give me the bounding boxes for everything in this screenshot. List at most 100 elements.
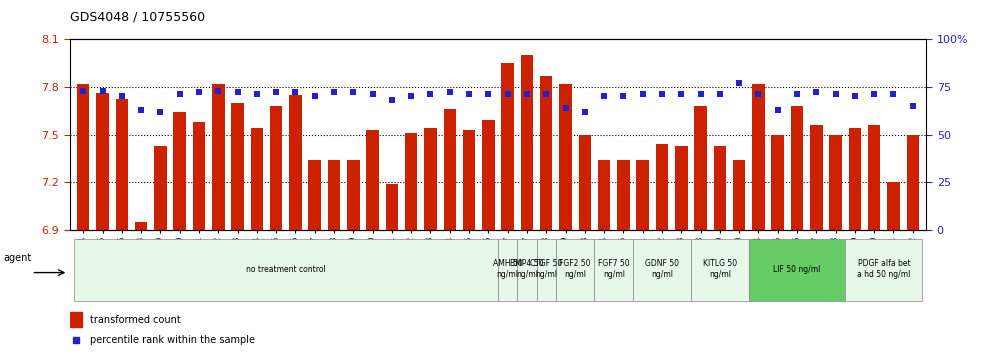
Text: FGF2 50
ng/ml: FGF2 50 ng/ml (560, 259, 591, 279)
Point (326, 90, 342, 95)
Point (809, 90, 825, 95)
Bar (675, 145, 687, 230)
Bar (97, 93, 109, 230)
Bar (618, 160, 629, 230)
Bar (77, 84, 90, 230)
Point (307, 93, 323, 99)
Bar (405, 133, 417, 230)
Bar (347, 160, 360, 230)
Point (828, 92, 844, 97)
Bar (521, 55, 533, 230)
Point (210, 88, 226, 93)
Bar (192, 122, 205, 230)
Bar (559, 84, 572, 230)
Bar (849, 128, 862, 230)
Point (346, 90, 362, 95)
Point (230, 90, 246, 95)
Point (249, 92, 265, 97)
Text: GDNF 50
ng/ml: GDNF 50 ng/ml (645, 259, 679, 279)
Bar (498, 239, 517, 301)
Point (403, 93, 419, 99)
Bar (713, 145, 726, 230)
Bar (691, 239, 749, 301)
Point (114, 93, 129, 99)
Point (731, 80, 747, 86)
Bar (579, 135, 591, 230)
Bar (633, 239, 691, 301)
Point (171, 92, 187, 97)
Bar (846, 239, 922, 301)
Point (692, 92, 708, 97)
Bar (443, 109, 456, 230)
Bar (517, 239, 537, 301)
Bar (791, 106, 804, 230)
Point (885, 92, 901, 97)
Point (288, 90, 304, 95)
Bar (887, 182, 899, 230)
Bar (482, 120, 495, 230)
Point (789, 92, 805, 97)
Bar (595, 239, 633, 301)
Text: percentile rank within the sample: percentile rank within the sample (90, 335, 255, 345)
Point (904, 103, 920, 109)
Point (76, 88, 92, 93)
Bar (309, 160, 321, 230)
Point (461, 92, 477, 97)
Point (383, 97, 399, 103)
Bar (289, 95, 302, 230)
Bar (212, 84, 224, 230)
Bar (556, 239, 595, 301)
Bar (537, 239, 556, 301)
Bar (173, 112, 186, 230)
Point (616, 93, 631, 99)
Point (538, 92, 554, 97)
Bar (752, 84, 765, 230)
Bar (328, 160, 341, 230)
Bar (636, 160, 649, 230)
Text: GDS4048 / 10755560: GDS4048 / 10755560 (70, 11, 205, 24)
Point (558, 105, 574, 110)
Point (95, 88, 111, 93)
Point (133, 107, 149, 113)
Point (519, 92, 535, 97)
Bar (694, 106, 707, 230)
Text: PDGF alfa bet
a hd 50 ng/ml: PDGF alfa bet a hd 50 ng/ml (858, 259, 910, 279)
Bar (810, 125, 823, 230)
Point (365, 92, 380, 97)
Point (770, 107, 786, 113)
Text: AMH 50
ng/ml: AMH 50 ng/ml (493, 259, 523, 279)
Bar (501, 63, 514, 230)
Bar (74, 239, 498, 301)
Bar (231, 103, 244, 230)
Point (422, 92, 438, 97)
Point (442, 90, 458, 95)
Bar (868, 125, 880, 230)
Bar (424, 128, 437, 230)
Point (268, 90, 284, 95)
Text: FGF7 50
ng/ml: FGF7 50 ng/ml (598, 259, 629, 279)
Bar (830, 135, 842, 230)
Bar (906, 135, 919, 230)
Bar (154, 145, 166, 230)
Bar (540, 75, 553, 230)
Bar (598, 160, 611, 230)
Point (152, 109, 168, 114)
Bar (733, 160, 745, 230)
Point (847, 93, 863, 99)
Text: no treatment control: no treatment control (246, 264, 326, 274)
Point (480, 92, 496, 97)
Point (654, 92, 670, 97)
Point (750, 92, 766, 97)
Text: BMP4 50
ng/ml: BMP4 50 ng/ml (510, 259, 544, 279)
Text: agent: agent (4, 253, 32, 263)
Text: CTGF 50
ng/ml: CTGF 50 ng/ml (530, 259, 563, 279)
Text: LIF 50 ng/ml: LIF 50 ng/ml (773, 264, 821, 274)
Bar (463, 130, 475, 230)
Bar (772, 135, 784, 230)
Text: transformed count: transformed count (90, 315, 180, 325)
Point (673, 92, 689, 97)
Bar (70, 312, 82, 327)
Bar (749, 239, 846, 301)
Bar (134, 222, 147, 230)
Bar (655, 144, 668, 230)
